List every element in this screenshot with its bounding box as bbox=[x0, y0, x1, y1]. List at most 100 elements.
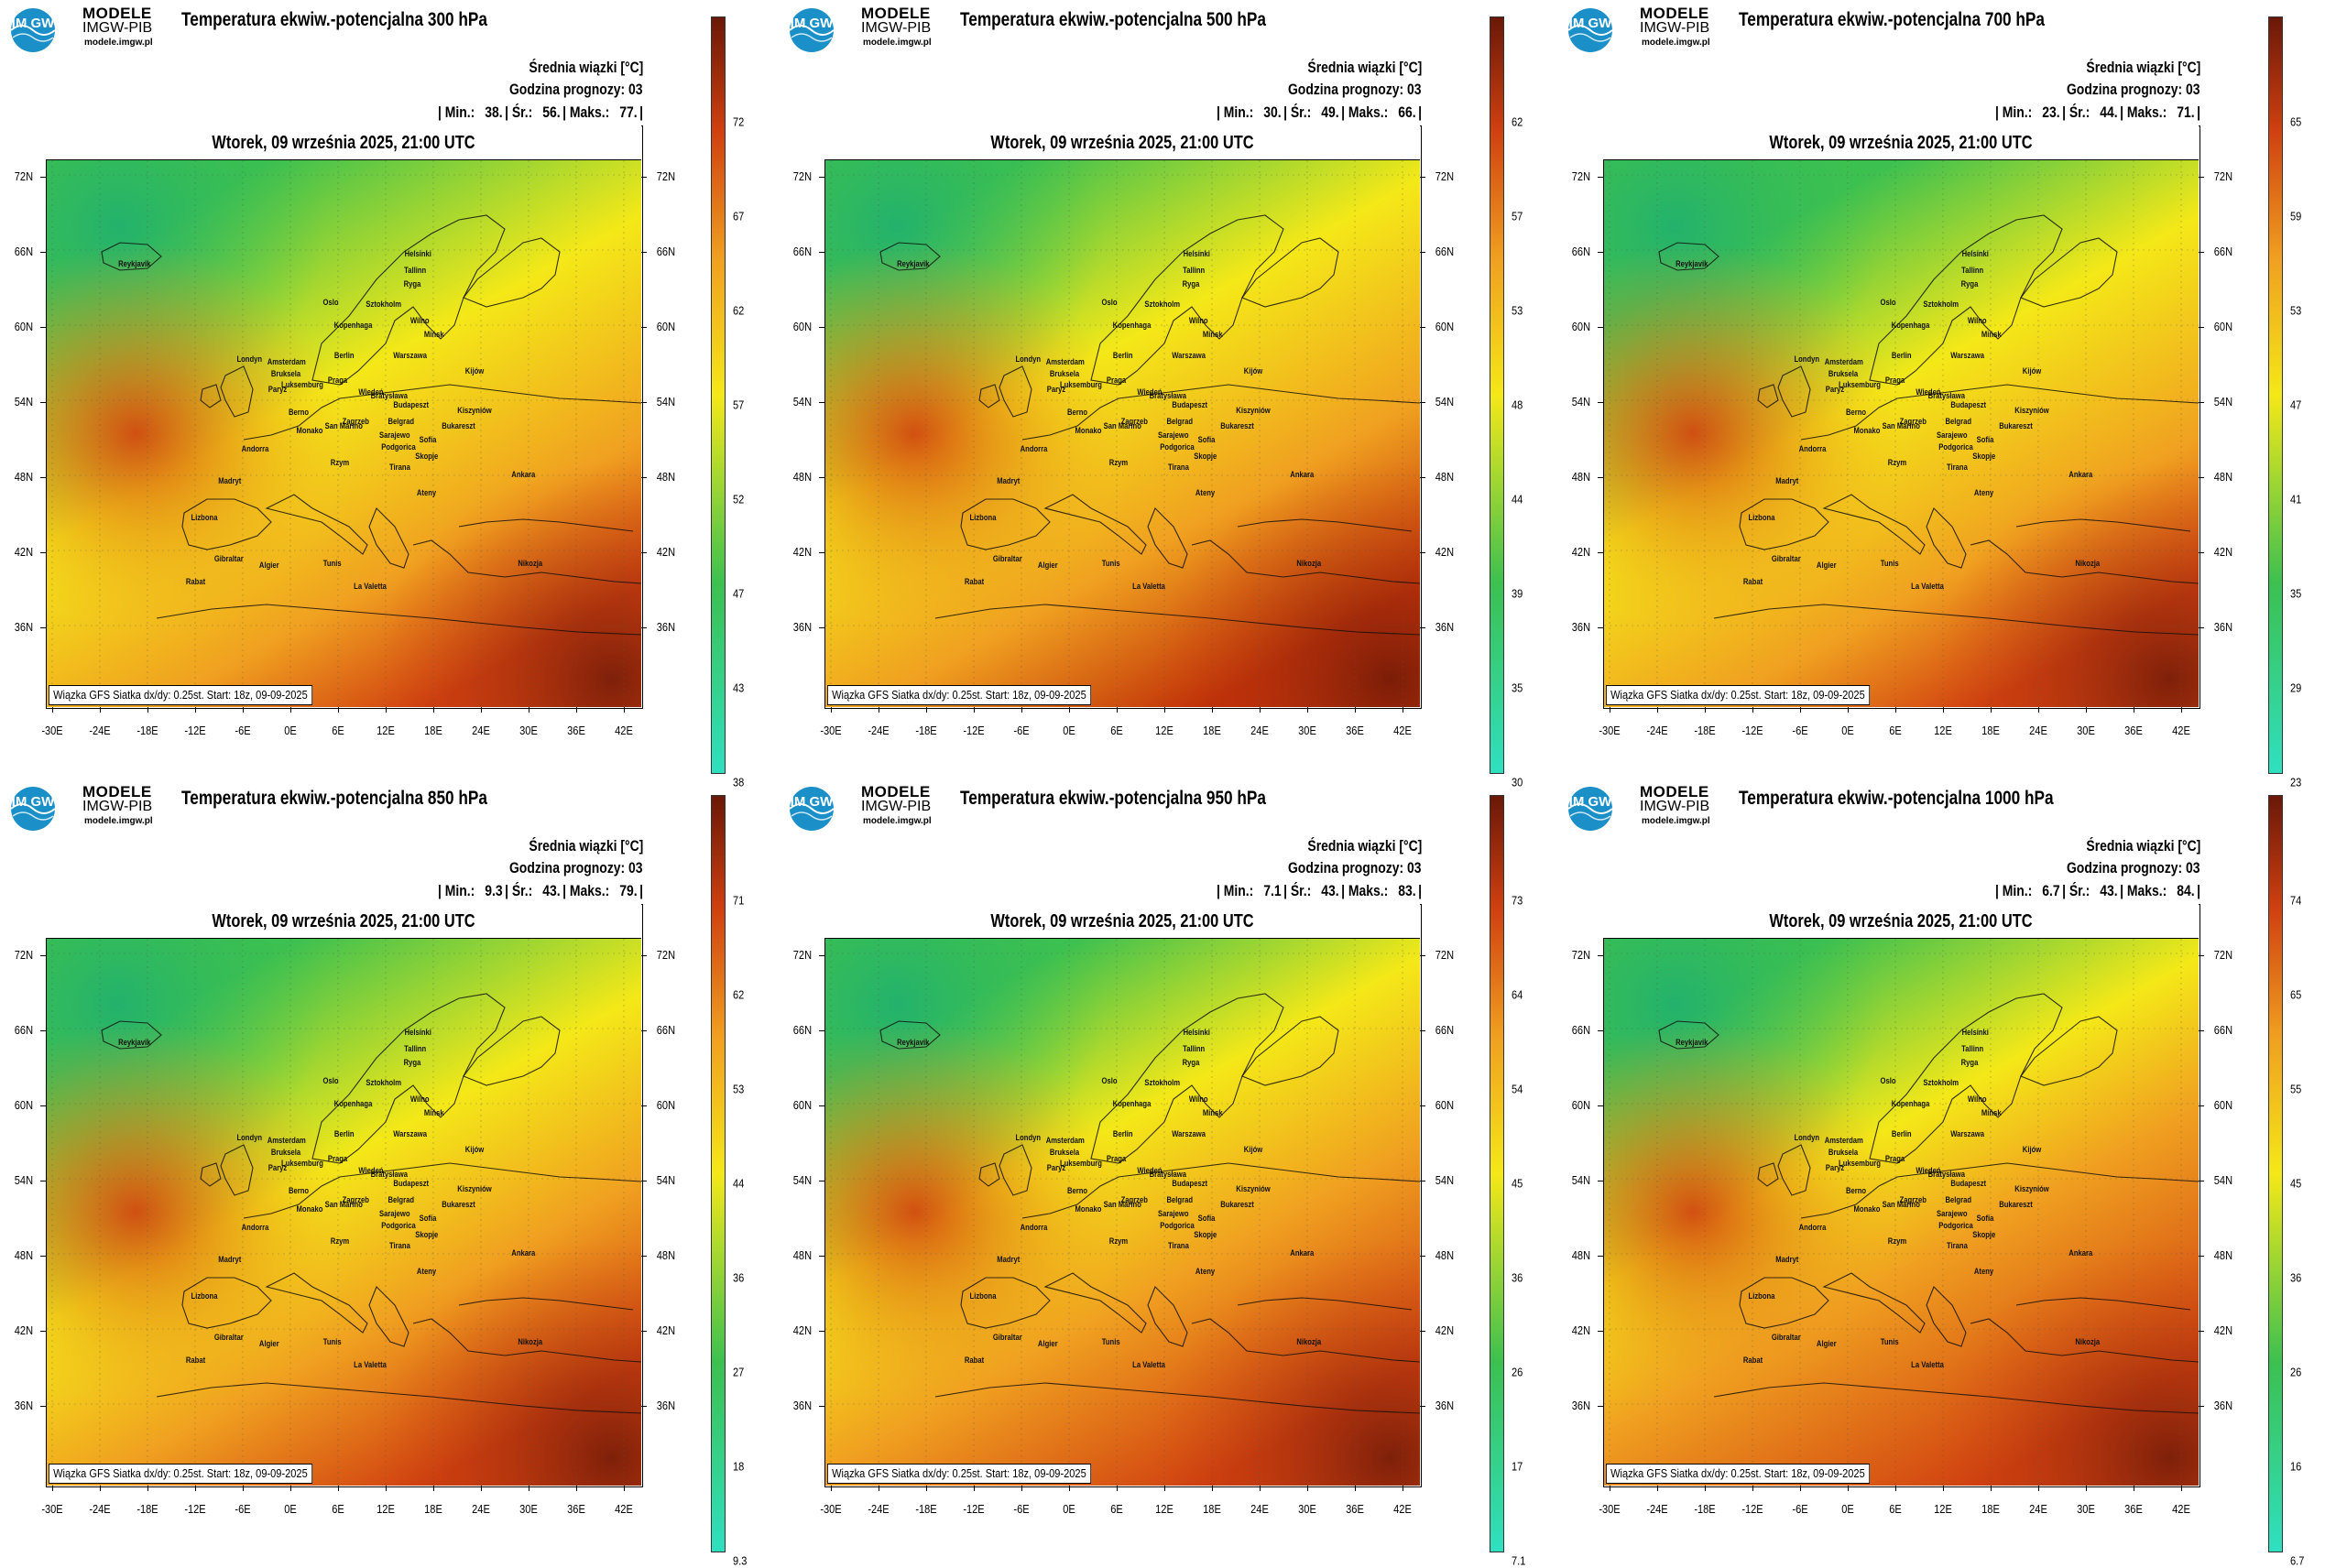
colorbar-tick: 57 bbox=[733, 397, 745, 412]
city-label: Skopje bbox=[415, 1230, 439, 1239]
city-label: Praga bbox=[327, 1154, 348, 1163]
lon-tick bbox=[974, 707, 975, 713]
city-label: Belgrad bbox=[388, 417, 415, 426]
lon-label: 6E bbox=[1889, 724, 1902, 737]
city-label: Monako bbox=[296, 1204, 323, 1214]
lat-tick bbox=[1420, 955, 1425, 956]
colorbar bbox=[2268, 16, 2283, 774]
forecast-hour: Godzina prognozy: 03 bbox=[1288, 81, 1422, 98]
colorbar bbox=[711, 16, 726, 774]
coastline bbox=[1021, 384, 1420, 441]
colorbar-tick: 62 bbox=[733, 987, 745, 1002]
lat-tick bbox=[641, 402, 647, 403]
panel-subtitle: Średnia wiązki [°C] bbox=[529, 59, 643, 76]
lat-label: 36N bbox=[1435, 1399, 1455, 1412]
lon-label: -30E bbox=[1599, 724, 1621, 737]
lon-tick bbox=[1991, 1486, 1992, 1491]
coastline bbox=[2015, 518, 2191, 532]
imgw-logo: IM GW bbox=[789, 787, 835, 831]
colorbar-tick: 53 bbox=[2290, 303, 2302, 318]
coastline bbox=[1191, 539, 1420, 584]
colorbar-tick: 55 bbox=[2290, 1082, 2302, 1096]
lat-label: 60N bbox=[656, 1098, 676, 1112]
stats-end: | bbox=[639, 882, 643, 899]
lat-label: 60N bbox=[1571, 1098, 1591, 1112]
lat-label: 54N bbox=[1571, 1173, 1591, 1187]
lon-label: 24E bbox=[2029, 1502, 2047, 1516]
colorbar-tick: 6.7 bbox=[2290, 1553, 2305, 1568]
lat-tick bbox=[819, 1331, 824, 1332]
colorbar bbox=[1490, 795, 1504, 1552]
lat-label: 48N bbox=[656, 470, 676, 484]
lat-label: 66N bbox=[1571, 245, 1591, 258]
map-frame bbox=[1603, 904, 2200, 1487]
brand-url[interactable]: modele.imgw.pl bbox=[84, 816, 153, 826]
model-footer: Wiązka GFS Siatka dx/dy: 0.25st. Start: … bbox=[827, 1464, 1091, 1484]
coastline bbox=[879, 1020, 941, 1050]
lon-tick bbox=[1307, 1486, 1308, 1491]
lon-tick bbox=[2086, 707, 2087, 713]
coastline bbox=[463, 237, 561, 308]
lon-tick bbox=[1212, 1486, 1213, 1491]
imgw-logo: IM GW bbox=[10, 8, 56, 52]
city-label: Berno bbox=[288, 408, 310, 417]
city-label: Gibraltar bbox=[992, 1333, 1022, 1342]
lat-label: 66N bbox=[656, 245, 676, 258]
lat-tick bbox=[1598, 252, 1603, 253]
city-label: Tallinn bbox=[1183, 1044, 1206, 1053]
lon-label: 12E bbox=[377, 724, 395, 737]
city-label: Podgorica bbox=[1938, 442, 1973, 452]
lon-tick bbox=[831, 707, 832, 713]
coastline bbox=[1926, 507, 1967, 569]
lat-label: 42N bbox=[656, 545, 676, 559]
city-label: Zagrzeb bbox=[342, 417, 369, 426]
lon-tick bbox=[1021, 707, 1022, 713]
lon-tick bbox=[147, 1486, 148, 1491]
lat-tick bbox=[1420, 627, 1425, 628]
brand-url[interactable]: modele.imgw.pl bbox=[863, 38, 932, 48]
brand-name: MODELE bbox=[1640, 5, 1709, 22]
city-label: Lizbona bbox=[191, 513, 218, 522]
lon-tick bbox=[386, 1486, 387, 1491]
brand-url[interactable]: modele.imgw.pl bbox=[1642, 38, 1710, 48]
lon-label: 6E bbox=[1110, 724, 1123, 737]
lat-tick bbox=[1420, 1331, 1425, 1332]
coastline bbox=[1800, 1162, 2199, 1219]
city-label: Rabat bbox=[185, 577, 206, 586]
lon-tick bbox=[1069, 1486, 1070, 1491]
coastline bbox=[1241, 237, 1339, 308]
lat-tick bbox=[40, 252, 46, 253]
city-label: Warszawa bbox=[393, 351, 427, 360]
min-label: | Min.: bbox=[1216, 103, 1254, 121]
city-label: Sofia bbox=[419, 435, 437, 444]
lat-label: 60N bbox=[656, 320, 676, 333]
lat-label: 72N bbox=[2213, 948, 2233, 962]
city-label: Kiszyniów bbox=[457, 406, 492, 415]
lon-label: 30E bbox=[2077, 1502, 2095, 1516]
lon-label: -12E bbox=[1741, 1502, 1763, 1516]
city-label: Sofia bbox=[1197, 435, 1216, 444]
city-label: Sztokholm bbox=[366, 299, 402, 309]
city-label: Wiedeń bbox=[1137, 387, 1163, 397]
lon-tick bbox=[1752, 707, 1753, 713]
lat-tick bbox=[2199, 955, 2204, 956]
lon-label: 36E bbox=[2124, 724, 2143, 737]
brand-url[interactable]: modele.imgw.pl bbox=[863, 816, 932, 826]
city-label: Wilno bbox=[1188, 1094, 1208, 1104]
city-label: Berlin bbox=[1891, 1129, 1912, 1138]
lat-label: 42N bbox=[1435, 1323, 1455, 1337]
city-label: Zagrzeb bbox=[1120, 1195, 1148, 1204]
brand-name: MODELE bbox=[861, 5, 931, 22]
lon-label: -24E bbox=[89, 1502, 111, 1516]
stats-end: | bbox=[1418, 103, 1422, 121]
brand-url[interactable]: modele.imgw.pl bbox=[1642, 816, 1710, 826]
city-label: Berno bbox=[1845, 1186, 1867, 1195]
city-label: Londyn bbox=[1015, 1133, 1042, 1142]
lon-label: -6E bbox=[235, 1502, 251, 1516]
max-label: | Maks.: bbox=[2120, 882, 2167, 899]
city-label: Luksemburg bbox=[281, 380, 323, 389]
lon-label: -6E bbox=[1013, 1502, 1030, 1516]
city-label: Algier bbox=[1037, 1339, 1058, 1348]
brand-url[interactable]: modele.imgw.pl bbox=[84, 38, 153, 48]
lon-tick bbox=[481, 1486, 482, 1491]
